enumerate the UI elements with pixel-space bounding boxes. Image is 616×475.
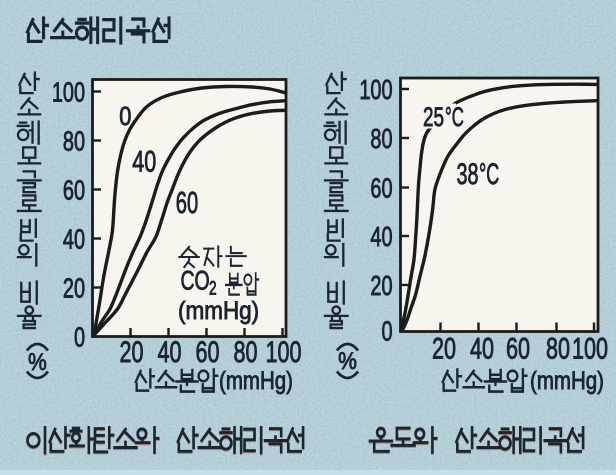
svg-text:0: 0	[381, 316, 392, 347]
svg-text:80: 80	[233, 334, 257, 368]
svg-text:80: 80	[370, 124, 392, 155]
svg-text:°C: °C	[445, 102, 464, 132]
svg-text:20: 20	[119, 334, 143, 368]
svg-text:20: 20	[432, 331, 456, 365]
svg-text:60: 60	[370, 173, 392, 204]
svg-text:(mmHg): (mmHg)	[219, 366, 293, 394]
svg-text:20: 20	[63, 273, 85, 304]
svg-text:40: 40	[470, 331, 494, 365]
svg-text:%: %	[338, 348, 357, 375]
svg-text:80: 80	[546, 331, 570, 365]
svg-text:0: 0	[74, 322, 85, 353]
svg-text:38: 38	[457, 158, 479, 191]
svg-text:CO: CO	[181, 265, 210, 295]
svg-text:40: 40	[63, 224, 85, 255]
svg-text:0: 0	[119, 102, 131, 131]
svg-text:°C: °C	[479, 159, 499, 192]
svg-text:80: 80	[63, 126, 85, 157]
svg-text:(mmHg): (mmHg)	[530, 366, 604, 394]
svg-text:(mmHg): (mmHg)	[178, 297, 259, 325]
svg-text:25: 25	[423, 102, 444, 132]
svg-text:40: 40	[157, 334, 181, 368]
svg-text:%: %	[28, 349, 47, 376]
svg-text:100: 100	[359, 75, 392, 106]
svg-text:60: 60	[195, 334, 219, 368]
svg-text:100: 100	[52, 77, 85, 108]
svg-text:2: 2	[209, 277, 217, 299]
svg-text:40: 40	[132, 144, 156, 178]
svg-text:60: 60	[176, 185, 198, 221]
svg-text:100: 100	[572, 331, 608, 365]
svg-text:20: 20	[370, 271, 392, 302]
svg-text:60: 60	[506, 331, 530, 365]
svg-text:40: 40	[370, 222, 392, 253]
svg-text:60: 60	[63, 175, 85, 206]
svg-text:100: 100	[265, 334, 301, 368]
